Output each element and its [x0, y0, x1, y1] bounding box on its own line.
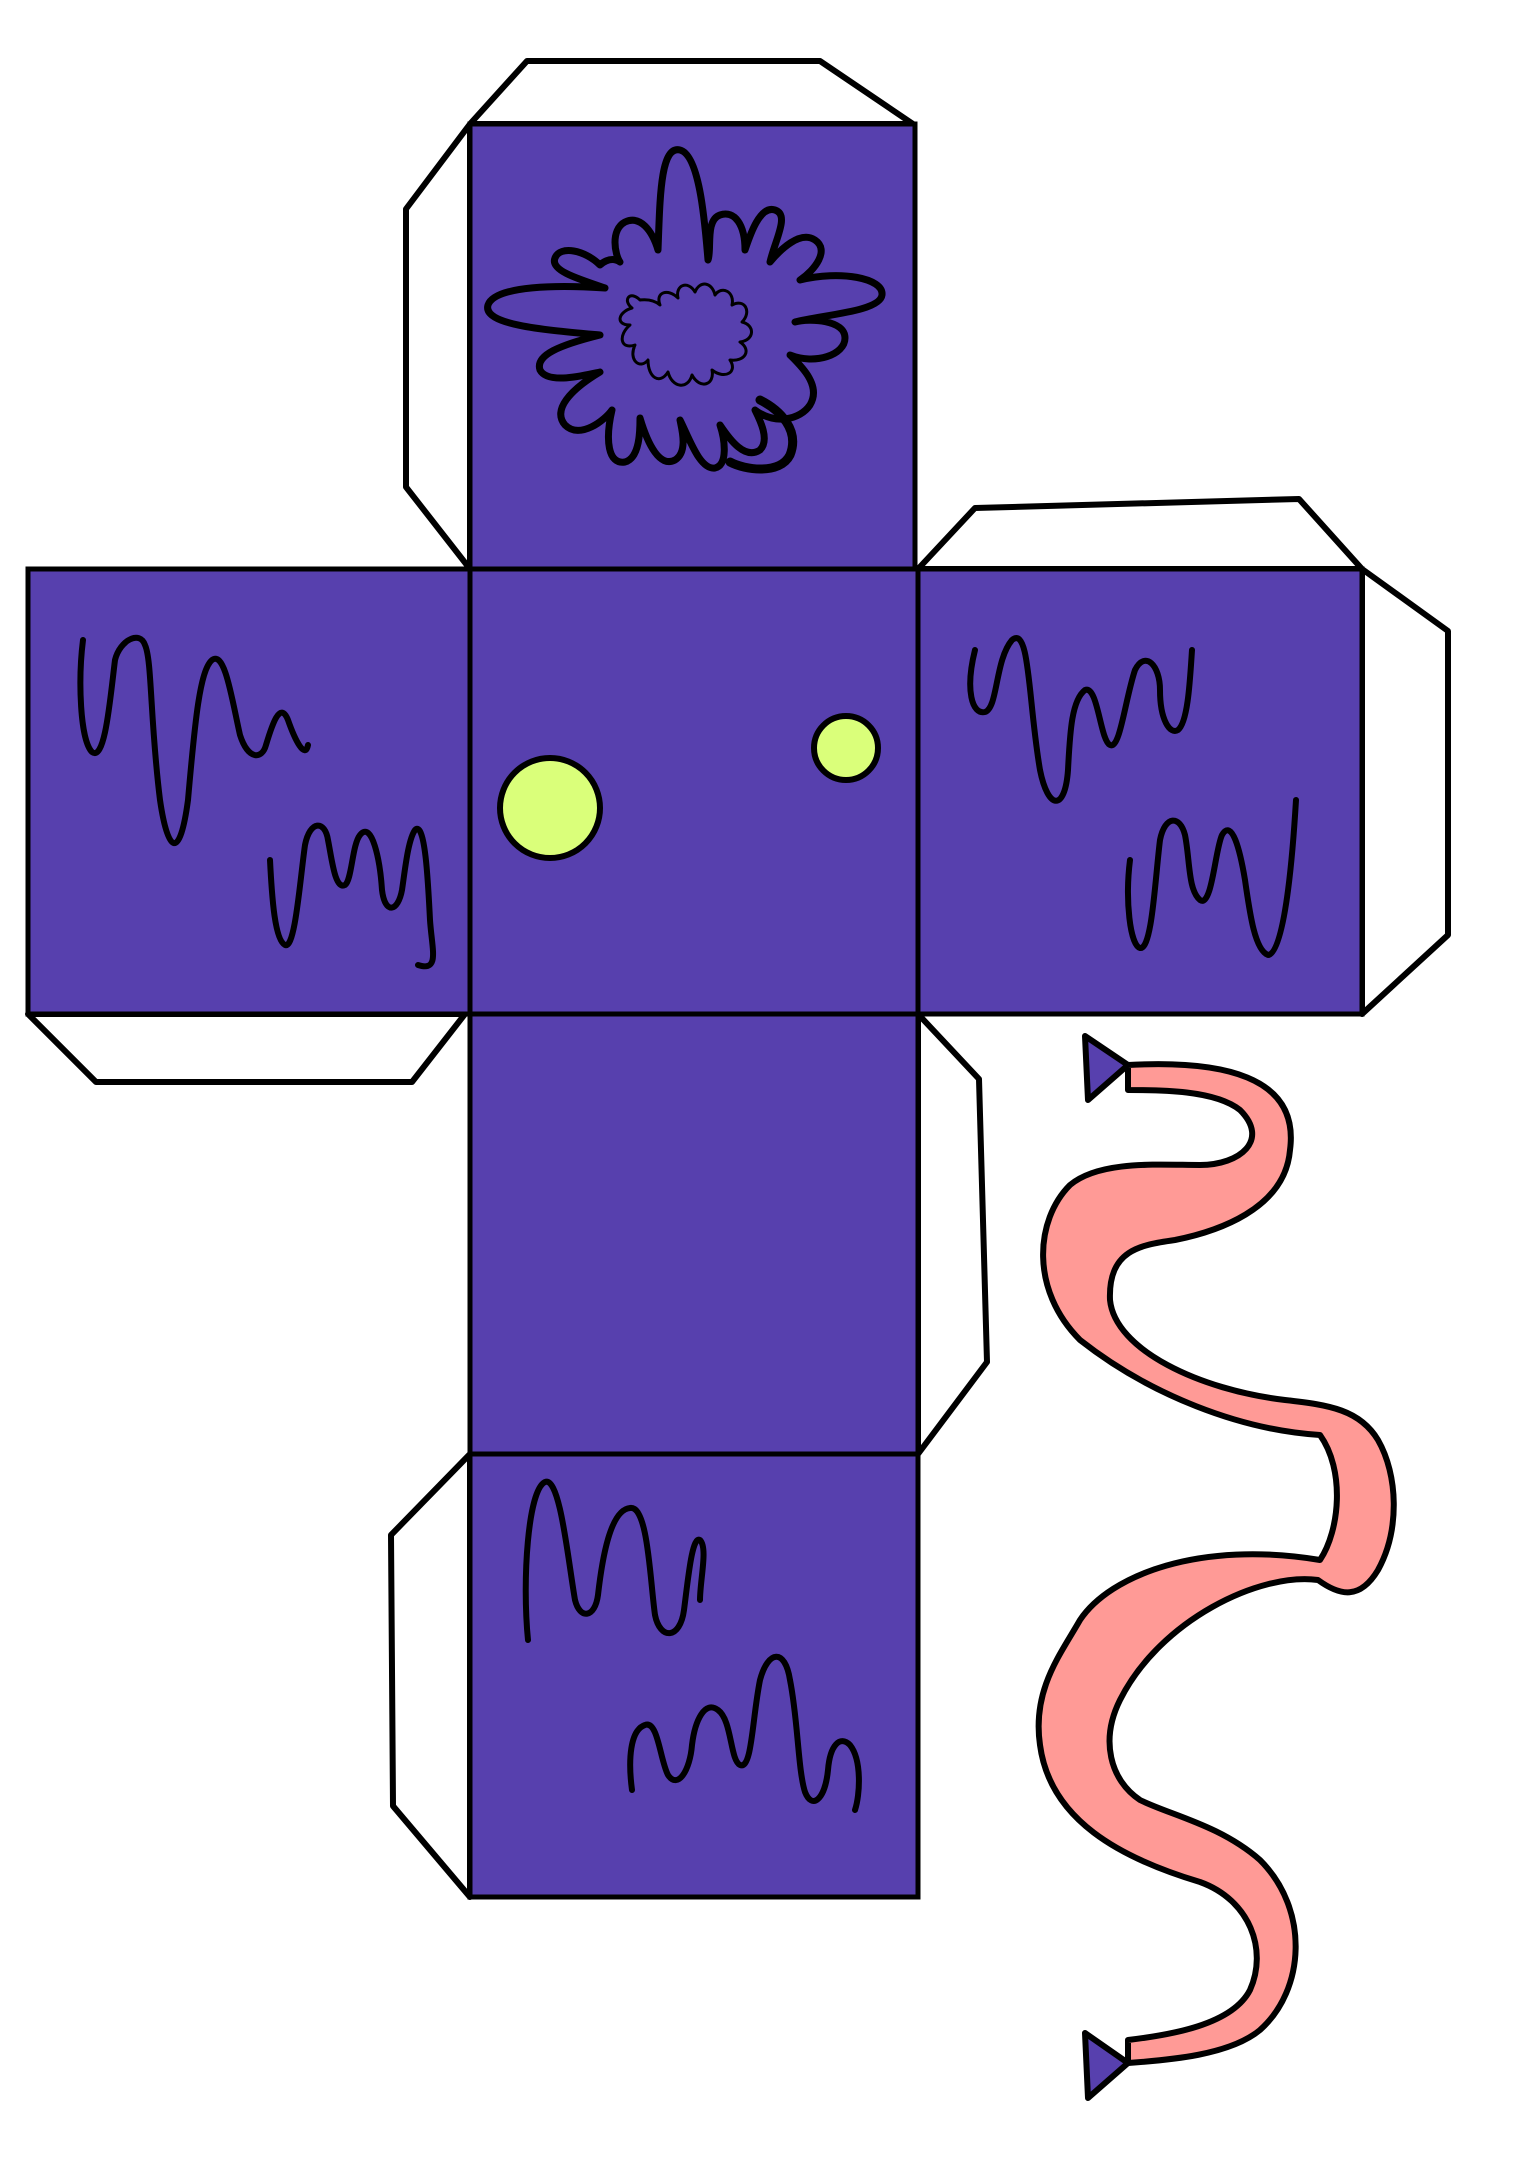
left-face-squiggles	[77, 634, 437, 970]
glue-tab-right-right	[1359, 566, 1451, 1017]
squiggle-right-b	[1125, 797, 1299, 958]
glue-tab-right-top	[915, 496, 1365, 572]
eye-left	[497, 755, 603, 861]
right-face-squiggles	[967, 635, 1299, 958]
tentacle-tip-bottom	[1082, 2030, 1131, 2101]
eye-right	[811, 713, 881, 783]
face-left	[25, 566, 473, 1017]
mouth-inner-ring	[618, 282, 753, 387]
squiggle-left-a	[77, 634, 311, 847]
mouth-swirl	[484, 146, 886, 474]
face-bottom	[467, 1451, 921, 1900]
face-top	[467, 121, 918, 572]
mouth-tail-curl	[725, 395, 798, 474]
face-lower	[467, 1011, 921, 1457]
face-right	[915, 566, 1365, 1017]
tentacle-tip-top	[1082, 1033, 1131, 1103]
eyes	[497, 713, 881, 861]
tentacle	[1035, 1033, 1397, 2101]
squiggle-bottom-b	[627, 1653, 862, 1813]
bottom-face-squiggles	[522, 1478, 862, 1813]
glue-tab-left-bottom	[25, 1011, 468, 1085]
squiggle-right-a	[967, 635, 1195, 804]
cube-faces	[25, 121, 1365, 1900]
squiggle-bottom-a	[522, 1478, 707, 1643]
squiggle-left-b	[267, 822, 437, 970]
tentacle-body	[1035, 1061, 1397, 2066]
